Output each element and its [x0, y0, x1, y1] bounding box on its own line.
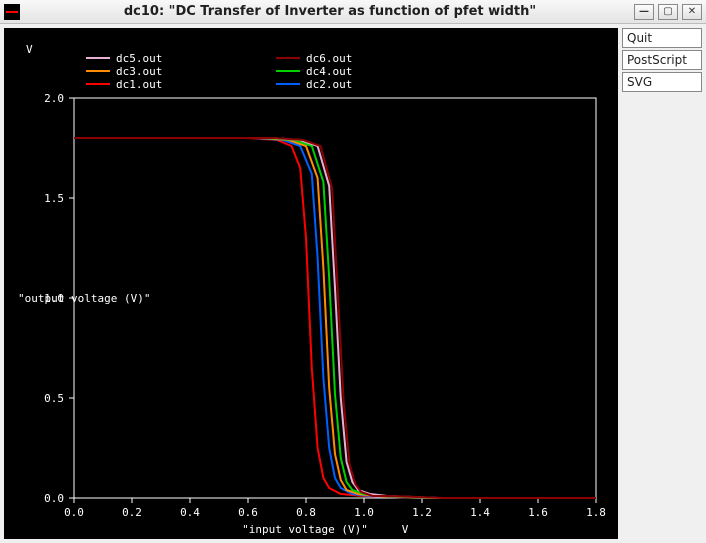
y-axis-label: "output voltage (V)" [18, 292, 150, 305]
x-tick-label: 1.2 [412, 506, 432, 519]
app-icon [4, 4, 20, 20]
x-tick-label: 0.2 [122, 506, 142, 519]
y-tick-label: 0.5 [44, 392, 64, 405]
x-tick-label: 1.8 [586, 506, 606, 519]
x-tick-label: 0.4 [180, 506, 200, 519]
window-titlebar: dc10: "DC Transfer of Inverter as functi… [0, 0, 706, 24]
x-axis-label: "input voltage (V)" [242, 523, 368, 536]
quit-button[interactable]: Quit [622, 28, 702, 48]
legend-label: dc3.out [116, 65, 162, 78]
x-tick-label: 0.8 [296, 506, 316, 519]
legend-label: dc4.out [306, 65, 352, 78]
window-title: dc10: "DC Transfer of Inverter as functi… [26, 4, 634, 19]
postscript-button[interactable]: PostScript [622, 50, 702, 70]
y-tick-label: 0.0 [44, 492, 64, 505]
x-tick-label: 0.0 [64, 506, 84, 519]
svg-button[interactable]: SVG [622, 72, 702, 92]
plot-svg: V0.00.20.40.60.81.01.21.41.61.80.00.51.0… [4, 28, 618, 539]
side-panel: QuitPostScriptSVG [622, 28, 702, 539]
plot-area: V0.00.20.40.60.81.01.21.41.61.80.00.51.0… [4, 28, 618, 539]
x-tick-label: 1.6 [528, 506, 548, 519]
legend-label: dc5.out [116, 52, 162, 65]
x-unit-label: V [402, 523, 409, 536]
y-tick-label: 1.5 [44, 192, 64, 205]
minimize-button[interactable]: — [634, 4, 654, 20]
maximize-button[interactable]: ▢ [658, 4, 678, 20]
series-dc3.out [74, 138, 596, 498]
legend-label: dc6.out [306, 52, 352, 65]
x-tick-label: 0.6 [238, 506, 258, 519]
legend-label: dc2.out [306, 78, 352, 91]
y-unit-label: V [26, 43, 33, 56]
legend-label: dc1.out [116, 78, 162, 91]
y-tick-label: 2.0 [44, 92, 64, 105]
x-tick-label: 1.4 [470, 506, 490, 519]
x-tick-label: 1.0 [354, 506, 374, 519]
close-button[interactable]: ✕ [682, 4, 702, 20]
